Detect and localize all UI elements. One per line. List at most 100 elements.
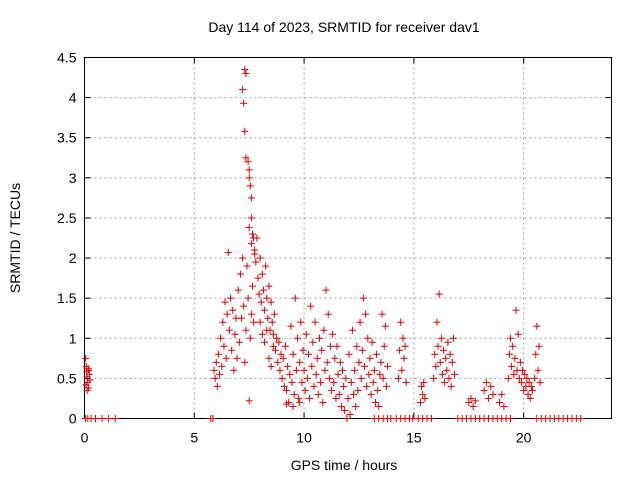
data-point — [443, 366, 451, 374]
data-point — [301, 386, 309, 394]
data-point — [467, 394, 475, 402]
data-point — [84, 365, 92, 373]
data-point — [396, 346, 404, 354]
data-point — [524, 390, 532, 398]
data-point — [448, 358, 456, 366]
data-point — [241, 66, 249, 74]
data-point — [255, 290, 263, 298]
data-point — [399, 334, 407, 342]
data-point — [246, 334, 254, 342]
data-point — [246, 182, 254, 190]
data-point — [243, 262, 251, 270]
data-point — [437, 334, 445, 342]
data-point — [228, 346, 236, 354]
data-point — [310, 382, 318, 390]
data-point — [272, 346, 280, 354]
data-point — [314, 390, 322, 398]
data-point — [577, 415, 585, 422]
data-point — [519, 366, 527, 374]
data-point — [528, 386, 536, 394]
data-point — [378, 310, 386, 318]
data-point — [217, 334, 225, 342]
data-point — [520, 386, 528, 394]
data-point — [269, 342, 277, 350]
data-point — [275, 338, 283, 346]
data-point — [370, 366, 378, 374]
data-point — [434, 342, 442, 350]
data-point — [506, 334, 514, 342]
y-tick-labels: 0 0.5 1 1.5 2 2.5 3 3.5 4 4.5 — [57, 50, 77, 427]
data-point — [325, 374, 333, 382]
data-point — [339, 366, 347, 374]
y-tick-label: 2.5 — [57, 210, 77, 226]
data-point — [262, 262, 270, 270]
data-point — [506, 415, 514, 422]
data-point — [344, 394, 352, 402]
data-point — [397, 318, 405, 326]
data-point — [238, 314, 246, 322]
data-point — [446, 350, 454, 358]
data-point — [341, 406, 349, 414]
data-points — [82, 66, 585, 422]
data-point — [379, 374, 387, 382]
data-point — [265, 354, 273, 362]
data-point — [395, 374, 403, 382]
y-axis-label: SRMTID / TECUs — [7, 183, 23, 293]
data-point — [496, 398, 504, 406]
y-tick-label: 4 — [69, 90, 77, 106]
data-point — [427, 415, 435, 422]
data-point — [247, 194, 255, 202]
data-point — [354, 386, 362, 394]
data-point — [241, 358, 249, 366]
data-point — [431, 350, 439, 358]
data-point — [221, 298, 229, 306]
data-point — [318, 346, 326, 354]
axis-ticks — [84, 57, 612, 419]
grid — [84, 57, 612, 419]
data-point — [321, 366, 329, 374]
data-point — [421, 394, 429, 402]
x-tick-label: 0 — [81, 430, 89, 446]
y-tick-label: 2 — [69, 250, 77, 266]
data-point — [365, 370, 373, 378]
data-point — [331, 354, 339, 362]
data-point — [352, 402, 360, 410]
data-point — [295, 394, 303, 402]
data-point — [348, 326, 356, 334]
data-point — [359, 294, 367, 302]
data-point — [256, 318, 264, 326]
data-point — [245, 224, 253, 232]
data-point — [355, 358, 363, 366]
data-point — [248, 230, 256, 238]
data-point — [279, 354, 287, 362]
data-point — [500, 402, 508, 410]
data-point — [326, 342, 334, 350]
data-point — [83, 386, 91, 394]
data-point — [533, 322, 541, 330]
data-point — [398, 366, 406, 374]
data-point — [263, 326, 271, 334]
data-point — [349, 390, 357, 398]
data-point — [287, 322, 295, 330]
data-point — [278, 374, 286, 382]
x-axis-label: GPS time / hours — [291, 457, 398, 473]
data-point — [230, 366, 238, 374]
data-point — [374, 386, 382, 394]
data-point — [482, 378, 490, 386]
data-point — [85, 370, 93, 378]
data-point — [240, 99, 248, 107]
data-point — [504, 374, 512, 382]
data-point — [291, 294, 299, 302]
data-point — [247, 310, 255, 318]
data-point — [438, 370, 446, 378]
data-point — [364, 334, 372, 342]
data-point — [322, 286, 330, 294]
data-point — [283, 386, 291, 394]
data-point — [377, 358, 385, 366]
data-point — [335, 390, 343, 398]
y-tick-label: 1 — [69, 330, 77, 346]
data-point — [289, 350, 297, 358]
data-point — [440, 346, 448, 354]
data-point — [304, 350, 312, 358]
data-point — [213, 382, 221, 390]
